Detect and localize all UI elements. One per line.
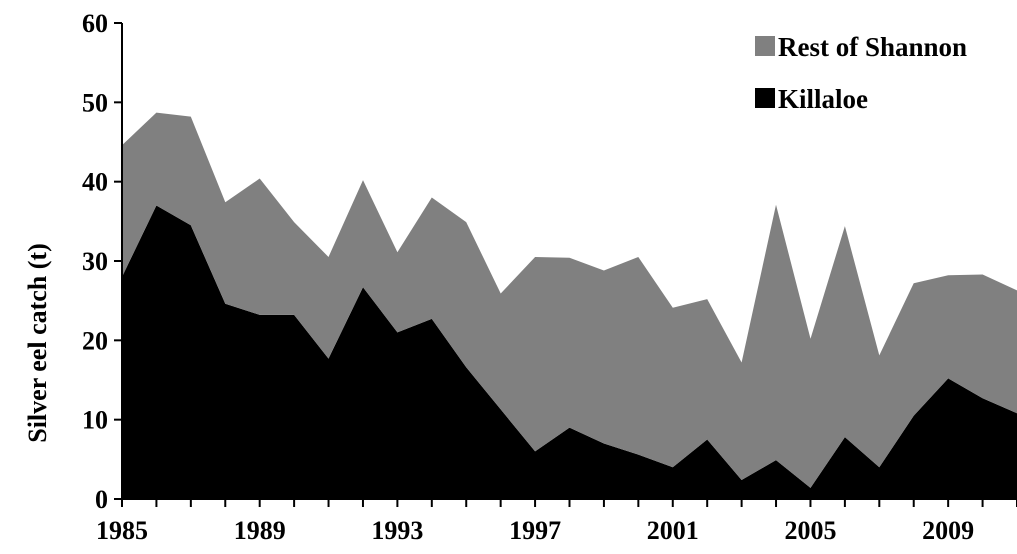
y-tick-label: 30 bbox=[82, 247, 108, 276]
x-tick-label: 2005 bbox=[784, 516, 836, 545]
y-tick-label: 0 bbox=[95, 485, 108, 514]
legend-swatch-rest-of-shannon bbox=[755, 36, 775, 56]
x-axis-ticks: 1985 1989 1993 1997 2001 2005 2009 bbox=[96, 499, 1017, 545]
legend-label-rest-of-shannon: Rest of Shannon bbox=[778, 32, 967, 62]
area-layer bbox=[122, 112, 1017, 499]
y-tick-label: 50 bbox=[82, 88, 108, 117]
x-tick-label: 1993 bbox=[371, 516, 423, 545]
y-tick-label: 10 bbox=[82, 406, 108, 435]
y-axis-ticks: 0 10 20 30 40 50 60 bbox=[82, 9, 122, 514]
x-tick-label: 1997 bbox=[509, 516, 561, 545]
legend-swatch-killaloe bbox=[755, 88, 775, 108]
y-tick-label: 40 bbox=[82, 168, 108, 197]
y-tick-label: 20 bbox=[82, 326, 108, 355]
x-tick-label: 1989 bbox=[234, 516, 286, 545]
legend-label-killaloe: Killaloe bbox=[778, 84, 868, 114]
y-axis-title: Silver eel catch (t) bbox=[23, 243, 52, 443]
area-killaloe bbox=[122, 205, 1017, 499]
area-rest-of-shannon bbox=[122, 112, 1017, 488]
x-tick-label: 1985 bbox=[96, 516, 148, 545]
y-tick-label: 60 bbox=[82, 9, 108, 38]
legend: Rest of Shannon Killaloe bbox=[755, 32, 967, 114]
x-tick-label: 2009 bbox=[922, 516, 974, 545]
x-tick-label: 2001 bbox=[647, 516, 699, 545]
